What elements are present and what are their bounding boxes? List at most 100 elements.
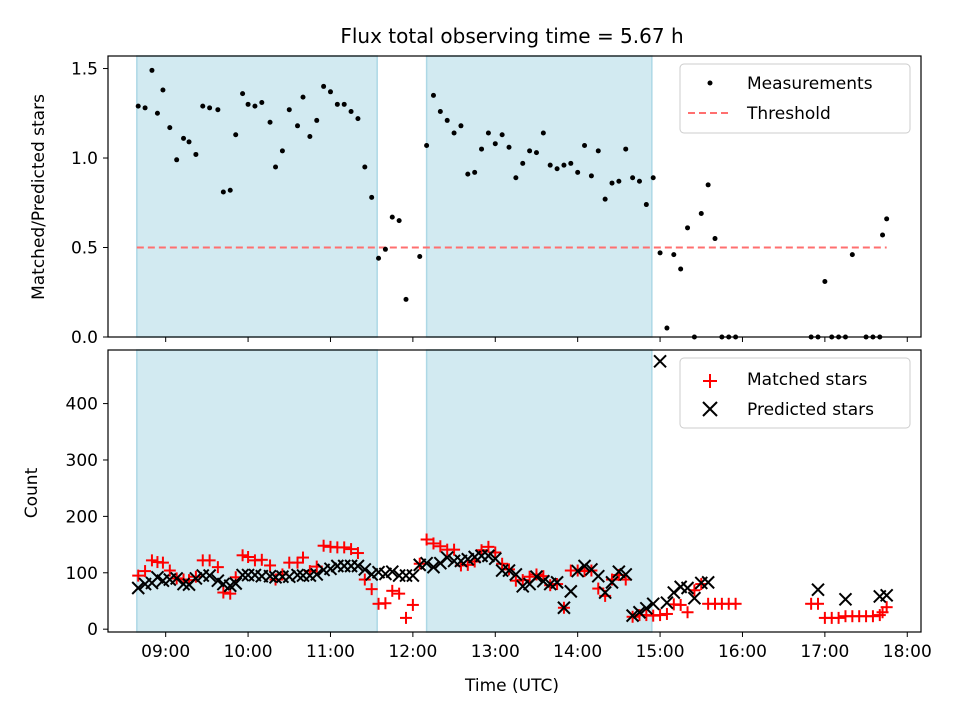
- x-tick-label: 16:00: [718, 642, 767, 662]
- measurement-point: [561, 162, 567, 168]
- matched-star-point: [242, 550, 255, 563]
- matched-star-point: [386, 584, 399, 597]
- measurement-point: [430, 92, 436, 98]
- predicted-star-point: [323, 562, 338, 576]
- measurement-point: [389, 214, 395, 220]
- chart-title: Flux total observing time = 5.67 h: [340, 24, 683, 48]
- matched-star-point: [393, 587, 406, 600]
- predicted-star-point: [406, 568, 420, 583]
- predicted-star-point: [577, 559, 592, 573]
- measurement-point: [479, 146, 485, 152]
- measurement-point: [533, 150, 539, 156]
- matched-star-point: [496, 557, 509, 570]
- matched-star-point: [420, 533, 433, 546]
- measurement-point: [279, 148, 285, 154]
- measurement-point: [595, 148, 601, 154]
- measurement-point: [554, 166, 560, 172]
- matched-star-point: [139, 565, 152, 578]
- measurement-point: [135, 103, 141, 109]
- y-tick-label: 0: [87, 620, 98, 640]
- measurement-point: [705, 182, 711, 188]
- top-y-ticks: 0.0 0.5 1.0 1.5: [71, 60, 108, 348]
- measurement-point: [712, 236, 718, 242]
- measurement-point: [623, 146, 629, 152]
- measurement-point: [540, 130, 546, 136]
- legend-threshold-label: Threshold: [746, 104, 831, 124]
- measurement-point: [403, 296, 409, 302]
- matched-star-point: [203, 554, 216, 567]
- predicted-star-point: [687, 591, 702, 605]
- predicted-star-point: [290, 568, 305, 582]
- predicted-star-point: [426, 560, 441, 574]
- count-points: [131, 354, 894, 624]
- matched-star-point: [406, 598, 419, 611]
- top-x-ticks: [165, 337, 908, 342]
- x-tick-label: 10:00: [224, 642, 273, 662]
- matched-star-point: [338, 541, 351, 554]
- x-tick-label: 11:00: [306, 642, 355, 662]
- matched-star-point: [358, 573, 371, 586]
- matched-star-point: [654, 609, 667, 622]
- measurement-point: [307, 134, 313, 140]
- measurement-point: [568, 160, 574, 166]
- measurement-point: [451, 130, 457, 136]
- predicted-star-point: [481, 549, 496, 563]
- y-tick-label: 400: [66, 395, 98, 415]
- measurement-point: [233, 132, 239, 138]
- matched-star-point: [482, 540, 495, 553]
- measurement-point: [458, 123, 464, 129]
- matched-star-point: [873, 609, 886, 622]
- measurement-point: [149, 67, 155, 73]
- matched-star-point: [189, 570, 202, 583]
- predicted-star-point: [202, 568, 217, 583]
- measurement-point: [334, 101, 340, 107]
- matched-star-point: [145, 554, 158, 567]
- measurement-point: [167, 125, 173, 131]
- measurement-point: [348, 108, 354, 114]
- panel-counts: 0 100 200 300 400 09:00 10:00 11:00 12:00 13:00 1…: [22, 349, 932, 696]
- matched-star-point: [523, 570, 536, 583]
- measurement-point: [643, 202, 649, 208]
- predicted-star-point: [550, 575, 564, 590]
- measurement-point: [362, 164, 368, 170]
- measurement-point: [174, 157, 180, 163]
- measurement-point: [267, 119, 273, 125]
- measurement-point: [314, 117, 320, 123]
- legend-matched-marker: [703, 374, 717, 388]
- legend-measurements-label: Measurements: [747, 74, 873, 94]
- shaded-interval-2: [425, 349, 653, 633]
- measurement-point: [437, 108, 443, 114]
- measurement-point: [200, 103, 206, 109]
- predicted-star-point: [625, 608, 640, 623]
- matched-star-point: [530, 568, 543, 581]
- x-tick-label: 18:00: [883, 642, 932, 662]
- shaded-interval-2: [425, 55, 653, 338]
- measurement-point: [154, 110, 160, 116]
- y-tick-label: 1.0: [71, 149, 98, 169]
- measurement-point: [252, 103, 258, 109]
- measurement-point: [520, 160, 526, 166]
- x-tick-label: 12:00: [388, 642, 437, 662]
- y-tick-label: 100: [66, 564, 98, 584]
- bottom-y-axis-label: Count: [22, 467, 42, 518]
- top-legend-box: [679, 63, 911, 134]
- measurement-point: [327, 89, 333, 95]
- measurement-point: [193, 151, 199, 157]
- matched-star-point: [264, 559, 277, 572]
- y-tick-label: 0.0: [71, 328, 98, 348]
- predicted-star-point: [131, 581, 145, 595]
- predicted-star-point: [564, 584, 578, 599]
- predicted-star-point: [351, 559, 365, 573]
- predicted-star-point: [176, 577, 191, 591]
- legend-predicted-label: Predicted stars: [747, 400, 874, 420]
- y-tick-label: 200: [66, 507, 98, 527]
- measurement-point: [341, 101, 347, 107]
- measurement-point: [220, 189, 226, 195]
- predicted-star-point: [612, 564, 626, 579]
- matched-star-point: [132, 569, 145, 582]
- measurement-point: [286, 107, 292, 113]
- measurement-point: [588, 173, 594, 179]
- matched-star-point: [434, 540, 447, 553]
- measurement-point: [485, 130, 491, 136]
- measurement-point: [417, 253, 423, 259]
